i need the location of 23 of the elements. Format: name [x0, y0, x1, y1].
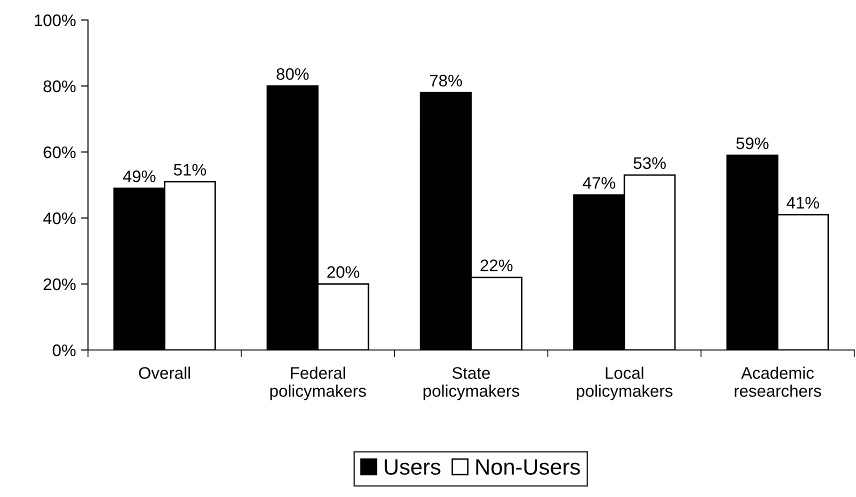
- y-tick-label: 80%: [44, 80, 76, 92]
- legend-label: Non-Users: [476, 459, 580, 475]
- y-tick-label: 60%: [44, 146, 76, 158]
- legend-label: Users: [384, 459, 440, 475]
- data-label: 41%: [786, 196, 820, 209]
- data-label: 53%: [634, 157, 666, 170]
- data-label: 80%: [276, 68, 309, 80]
- y-tick-label: 0%: [52, 344, 76, 356]
- x-tick-label: Federal policymakers: [270, 366, 366, 400]
- y-tick-label: 20%: [44, 278, 76, 290]
- data-label: 59%: [736, 137, 768, 150]
- x-tick-label: Overall: [139, 366, 190, 379]
- y-tick-label: 40%: [43, 212, 76, 224]
- data-label: 20%: [327, 266, 360, 278]
- data-label: 78%: [430, 74, 462, 87]
- x-tick-label: Academic researchers: [734, 366, 822, 397]
- data-label: 49%: [123, 170, 156, 182]
- x-tick-label: State policymakers: [424, 367, 520, 400]
- data-label: 22%: [480, 260, 513, 272]
- y-tick-label: 100%: [34, 14, 76, 26]
- x-tick-label: Local policymakers: [576, 366, 672, 400]
- data-label: 47%: [582, 177, 616, 189]
- data-label: 51%: [174, 164, 206, 176]
